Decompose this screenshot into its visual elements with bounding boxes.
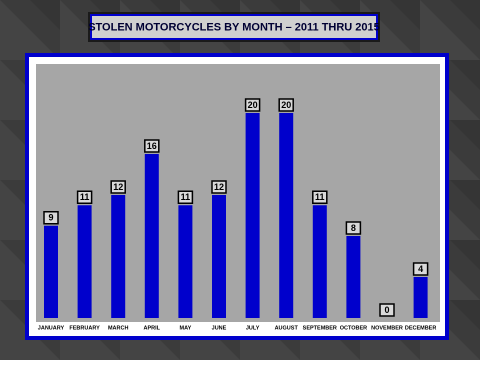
plot-area (36, 64, 440, 322)
bar (312, 205, 327, 318)
data-label: 8 (351, 223, 356, 233)
x-tick-label: JANUARY (38, 325, 65, 331)
x-tick-label: FEBRUARY (69, 325, 100, 331)
title-box (90, 14, 378, 40)
bar (77, 205, 92, 318)
bar (245, 113, 260, 318)
bar (178, 205, 193, 318)
data-label-box (177, 190, 194, 204)
bar (279, 113, 294, 318)
data-label-box (110, 180, 126, 194)
x-tick-label: OCTOBER (340, 325, 367, 331)
x-tick-label: JUNE (212, 325, 227, 331)
data-label: 9 (48, 213, 53, 223)
x-tick-label: MAY (180, 325, 192, 331)
data-label-box (211, 180, 227, 194)
x-tick-label: JULY (246, 325, 260, 331)
data-label-box (278, 98, 294, 112)
chart-title: STOLEN MOTORCYCLES BY MONTH – 2011 THRU … (88, 21, 380, 33)
bar (212, 195, 226, 318)
x-tick-label: DECEMBER (405, 325, 437, 331)
x-tick-label: SEPTEMBER (303, 325, 337, 331)
data-label: 20 (281, 100, 291, 110)
bar (144, 154, 159, 318)
data-label-box (412, 262, 429, 276)
bar (413, 277, 428, 318)
data-label: 11 (315, 192, 325, 202)
data-label: 16 (147, 141, 157, 151)
bar (346, 236, 361, 318)
data-label-box (76, 190, 93, 204)
x-tick-label: MARCH (108, 325, 128, 331)
data-label: 11 (80, 192, 90, 202)
data-label-box (144, 139, 160, 153)
data-label: 11 (181, 192, 191, 202)
bar (111, 195, 126, 318)
data-label-box (345, 221, 362, 235)
x-tick-label: NOVEMBER (371, 325, 403, 331)
data-label: 12 (113, 182, 123, 192)
data-label: 0 (384, 305, 389, 315)
data-label-box (312, 190, 328, 204)
bar (44, 225, 58, 318)
data-label-box (379, 303, 395, 317)
data-label: 20 (248, 100, 258, 110)
data-label-box (244, 98, 261, 112)
data-label-box (43, 211, 59, 225)
x-tick-label: AUGUST (275, 325, 299, 331)
x-tick-label: APRIL (144, 325, 161, 331)
data-label: 12 (214, 182, 224, 192)
data-label: 4 (418, 264, 423, 274)
